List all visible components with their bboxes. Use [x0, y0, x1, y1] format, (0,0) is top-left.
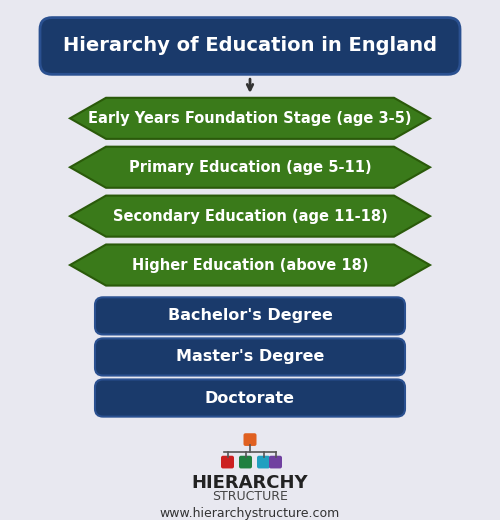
Text: Secondary Education (age 11-18): Secondary Education (age 11-18) [112, 209, 388, 224]
FancyBboxPatch shape [95, 339, 405, 375]
FancyBboxPatch shape [221, 456, 234, 469]
Text: Master's Degree: Master's Degree [176, 349, 324, 365]
FancyBboxPatch shape [95, 297, 405, 334]
FancyBboxPatch shape [244, 433, 256, 446]
Text: Higher Education (above 18): Higher Education (above 18) [132, 257, 368, 272]
Text: STRUCTURE: STRUCTURE [212, 490, 288, 503]
FancyBboxPatch shape [269, 456, 282, 469]
Text: Early Years Foundation Stage (age 3-5): Early Years Foundation Stage (age 3-5) [88, 111, 412, 126]
Polygon shape [70, 98, 430, 139]
FancyBboxPatch shape [95, 380, 405, 417]
Polygon shape [70, 147, 430, 188]
FancyBboxPatch shape [239, 456, 252, 469]
Polygon shape [70, 196, 430, 237]
Polygon shape [70, 244, 430, 285]
Text: HIERARCHY: HIERARCHY [192, 474, 308, 492]
Text: Bachelor's Degree: Bachelor's Degree [168, 308, 332, 323]
FancyBboxPatch shape [257, 456, 270, 469]
Text: Doctorate: Doctorate [205, 391, 295, 406]
Text: Hierarchy of Education in England: Hierarchy of Education in England [63, 36, 437, 56]
Text: www.hierarchystructure.com: www.hierarchystructure.com [160, 506, 340, 519]
FancyBboxPatch shape [40, 18, 460, 74]
Text: Primary Education (age 5-11): Primary Education (age 5-11) [128, 160, 372, 175]
